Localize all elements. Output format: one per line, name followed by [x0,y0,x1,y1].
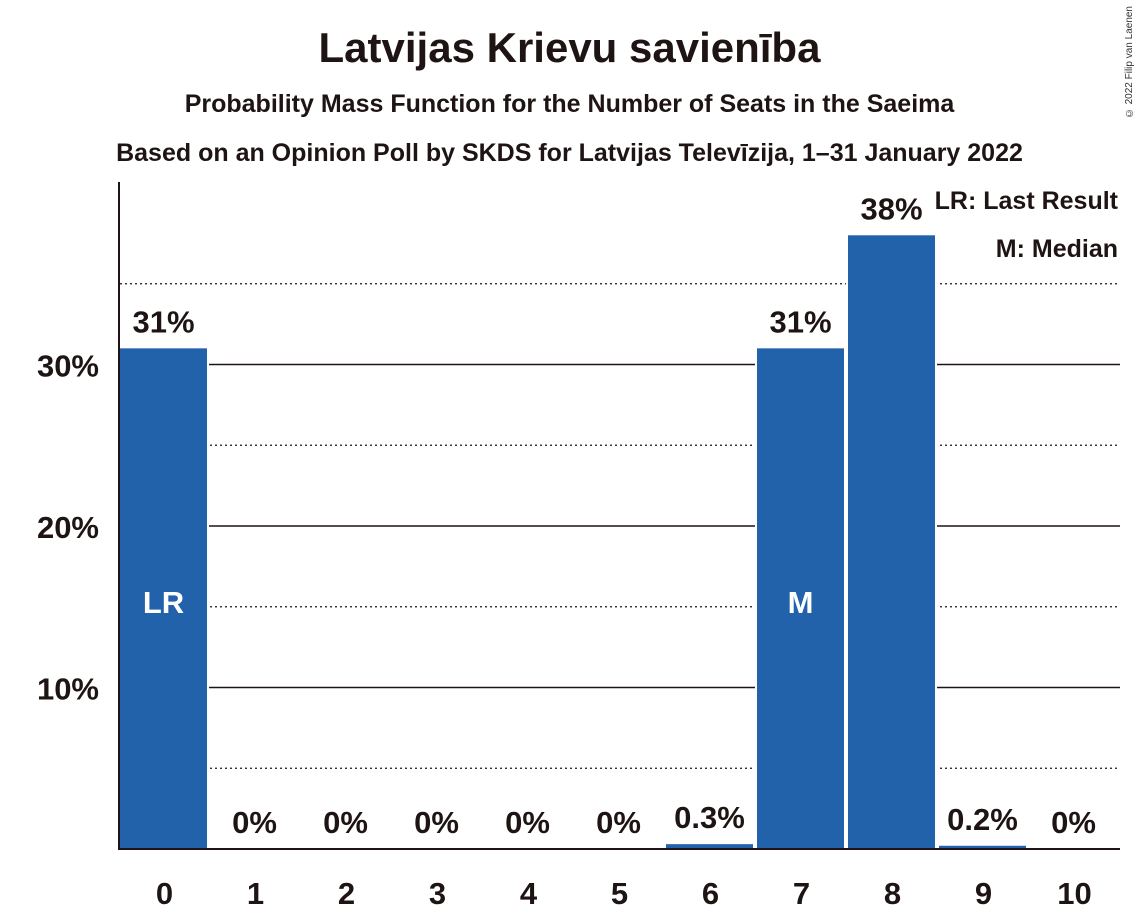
y-tick-label: 30% [37,349,99,384]
value-label-0: 31% [132,304,194,339]
bar-9 [939,845,1026,849]
chart-subtitle: Probability Mass Function for the Number… [184,90,955,118]
bar-0 [120,348,207,849]
x-tick-10: 10 [1057,876,1091,911]
bar-8 [848,235,935,850]
x-tick-0: 0 [156,876,173,911]
x-tick-6: 6 [702,876,719,911]
value-label-2: 0% [323,805,368,840]
bar-marker-m: M [788,585,814,620]
y-axis-ticks: 10% 20% 30% [37,349,99,707]
value-label-9: 0.2% [947,802,1018,837]
value-label-10: 0% [1051,805,1096,840]
value-label-4: 0% [505,805,550,840]
chart-source: Based on an Opinion Poll by SKDS for Lat… [116,139,1023,167]
value-label-7: 31% [769,304,831,339]
x-axis-ticks: 0 1 2 3 4 5 6 7 8 9 10 [156,876,1092,911]
bar-marker-lr: LR [143,585,184,620]
x-tick-5: 5 [611,876,628,911]
x-tick-9: 9 [975,876,992,911]
x-tick-1: 1 [247,876,264,911]
value-label-6: 0.3% [674,800,745,835]
legend-median: M: Median [996,235,1118,263]
y-tick-label: 20% [37,510,99,545]
value-label-1: 0% [232,805,277,840]
chart-title: Latvijas Krievu savienība [318,24,821,71]
x-tick-7: 7 [793,876,810,911]
x-tick-4: 4 [520,876,538,911]
y-tick-label: 10% [37,672,99,707]
grid-lines [120,283,1120,769]
x-tick-8: 8 [884,876,901,911]
x-tick-2: 2 [338,876,355,911]
bars [118,233,1028,850]
value-label-3: 0% [414,805,459,840]
value-label-5: 0% [596,805,641,840]
bar-6 [666,844,753,849]
bar-7 [757,348,844,849]
legend-last-result: LR: Last Result [935,187,1119,215]
x-tick-3: 3 [429,876,446,911]
value-labels: 31% LR 0% 0% 0% 0% 0% 0.3% 31% M 38% 0.2% 0% [132,191,1095,840]
value-label-8: 38% [860,191,922,226]
